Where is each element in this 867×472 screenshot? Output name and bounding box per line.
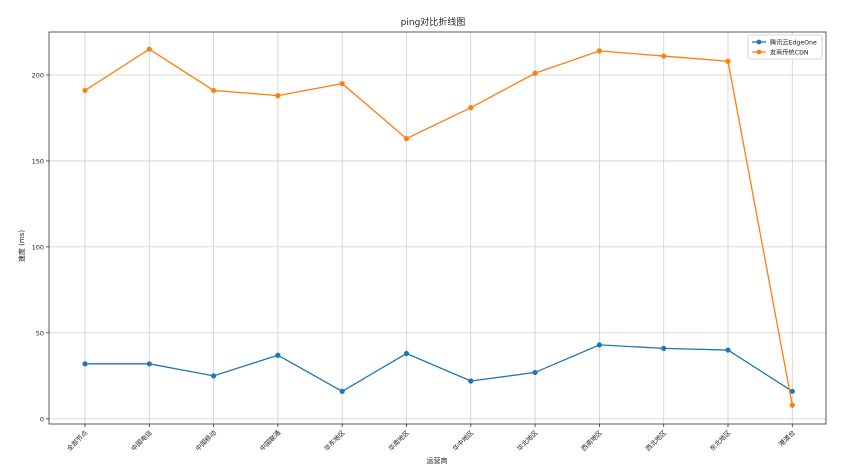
y-axis-label: 速度 (ms) (17, 230, 26, 262)
data-point (725, 58, 731, 64)
y-tick-label: 50 (36, 329, 44, 337)
y-tick-label: 0 (40, 415, 44, 423)
data-point (339, 80, 345, 87)
data-point (146, 361, 152, 367)
grid-lines (49, 32, 826, 424)
data-point (725, 347, 731, 353)
data-point (661, 345, 667, 351)
legend-label-1: 友商传统CDN (770, 48, 809, 56)
y-tick-label: 150 (32, 157, 44, 165)
data-point (468, 105, 474, 111)
legend-box (747, 34, 823, 60)
data-point (275, 352, 281, 358)
series-layer (82, 46, 795, 408)
data-point (661, 53, 667, 59)
data-point (82, 87, 88, 94)
data-point (532, 70, 538, 76)
data-point (403, 350, 410, 357)
x-axis-label: 运营商 (427, 456, 448, 465)
series-line-0 (85, 344, 793, 393)
data-point (468, 378, 474, 384)
chart-title: ping对比折线图 (401, 16, 466, 28)
legend-marker-0 (756, 39, 762, 45)
legend: 腾讯云EdgeOne 友商传统CDN (747, 34, 823, 60)
data-point (82, 361, 88, 367)
data-point (789, 388, 795, 394)
plot-frame (48, 31, 827, 425)
data-point (211, 373, 217, 379)
y-tick-label: 200 (32, 71, 44, 79)
data-point (532, 369, 538, 376)
y-tick-label: 100 (32, 243, 44, 251)
data-point (596, 342, 603, 348)
data-point (596, 48, 603, 54)
axes (46, 31, 827, 427)
data-point (211, 87, 217, 94)
data-point (275, 93, 281, 99)
data-point (146, 46, 152, 52)
series-line-1 (84, 48, 793, 406)
data-point (403, 135, 410, 142)
data-point (339, 388, 345, 394)
legend-label-0: 腾讯云EdgeOne (770, 38, 817, 46)
legend-marker-1 (756, 49, 762, 55)
data-point (789, 402, 795, 408)
